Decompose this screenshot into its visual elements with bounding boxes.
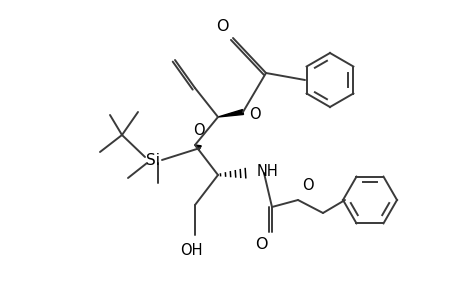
Text: O: O (302, 178, 313, 193)
Polygon shape (218, 110, 243, 117)
Text: O: O (216, 19, 229, 34)
Text: O: O (255, 237, 268, 252)
Text: O: O (248, 106, 260, 122)
Text: OH: OH (179, 243, 202, 258)
Text: NH: NH (257, 164, 278, 179)
Text: Si: Si (146, 152, 160, 167)
Polygon shape (195, 145, 201, 150)
Text: O: O (193, 123, 204, 138)
